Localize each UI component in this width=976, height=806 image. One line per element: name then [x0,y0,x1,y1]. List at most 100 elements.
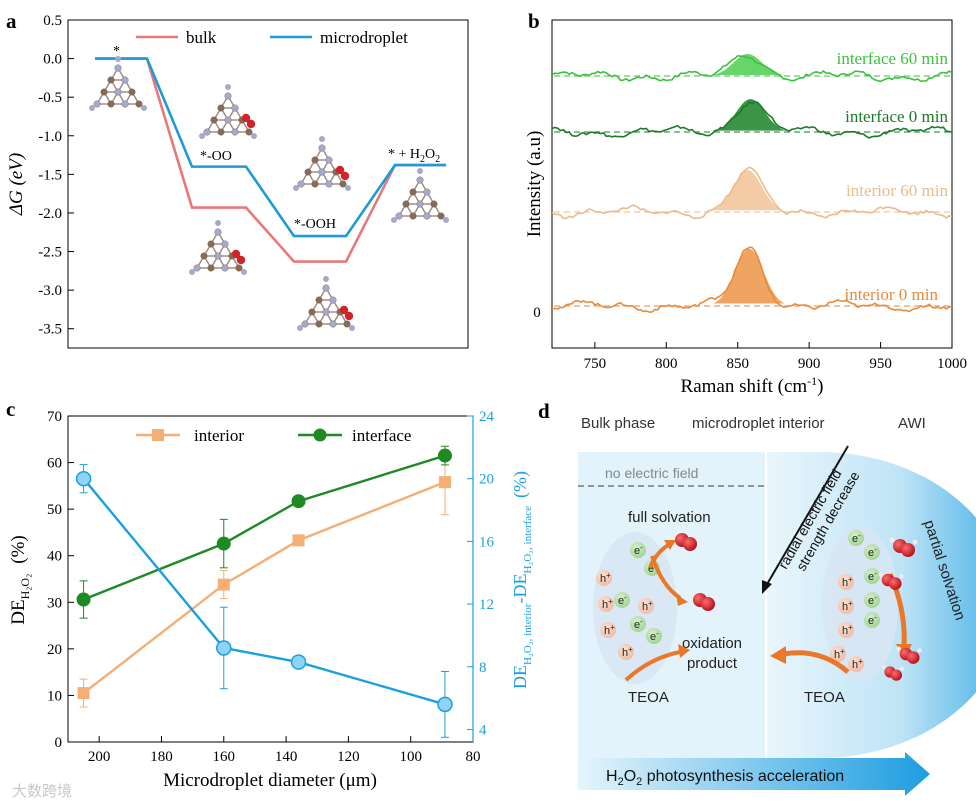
electron-icon: e- [864,544,880,560]
state-label-ooh: *-OOH [294,217,336,232]
y-tick-label: -2.0 [38,206,62,222]
molecule-structure [199,84,257,139]
water-molecule-icon [889,537,918,557]
x-tick-label: 100 [399,749,422,765]
acceleration-label: H2O2 photosynthesis acceleration [606,768,844,788]
raman-peak-fill [712,54,784,75]
data-point [76,592,91,607]
svg-text:e-: e- [868,545,877,559]
svg-text:h+: h+ [622,645,633,659]
arrow-head-icon [770,646,786,664]
water-molecule-icon [881,665,904,681]
raman-peak-fill [714,99,787,131]
arrow-head-icon [678,644,690,658]
legend-interior: interior [194,426,244,445]
x-tick-label: 800 [655,356,678,372]
data-point [437,696,453,713]
x-tick-label: 180 [150,749,173,765]
y-tick-label: 20 [47,642,62,658]
x-tick-label: 1000 [937,356,967,372]
y-tick-label: -0.5 [38,90,62,106]
x-tick-label: 80 [466,749,481,765]
svg-text:e-: e- [868,569,877,583]
y-tick-label: -1.5 [38,167,62,183]
svg-text:e-: e- [852,531,861,545]
arrow-head-icon [664,540,676,550]
electron-icon: e- [864,568,880,584]
arrow-head-icon [676,594,688,606]
watermark-text: 大数跨境 [12,782,72,800]
y-tick-label: -3.5 [38,322,62,338]
data-point [290,654,307,670]
electron-icon: e- [630,542,646,558]
y2-tick-label: 20 [479,472,494,488]
data-point [438,476,451,489]
svg-text:e-: e- [634,543,643,557]
x-axis-label-c: Microdroplet diameter (μm) [163,770,377,791]
hole-icon: h+ [596,570,612,586]
electron-icon: e- [864,592,880,608]
svg-text:e-: e- [868,593,877,607]
molecule-structure [297,276,355,331]
y2-axis-label-c: DEH₂O₂, interior-DEH₂O₂, interface(%) [510,471,534,689]
data-point [216,536,231,551]
raman-spectra: interface 60 min interface 0 min interior … [551,49,953,313]
no-electric-field-label: no electric field [605,465,698,481]
water-molecule-icon [689,591,718,611]
hole-icon: h+ [848,656,864,672]
raman-trace: interior 60 min [551,166,953,220]
raman-trace-label: interface 0 min [845,107,948,126]
svg-text:h+: h+ [642,599,653,613]
hole-icon: h+ [638,598,654,614]
y2-tick-label: 16 [479,534,495,550]
y-tick-label: 30 [47,595,62,611]
svg-text:h+: h+ [842,599,853,613]
legend-microdroplet: microdroplet [320,28,408,47]
x-axis-label-b: Raman shift (cm-1) [681,374,824,397]
water-molecule-icon [671,531,700,551]
x-tick-label: 160 [213,749,236,765]
raman-trace: interface 0 min [551,99,953,139]
series-line [83,454,446,601]
legend-bulk: bulk [186,28,217,47]
y-tick-label: 0.5 [43,13,62,29]
series-line [82,477,446,706]
electron-icon: e- [646,628,662,644]
x-tick-label: 900 [798,356,821,372]
svg-text:h+: h+ [834,647,845,661]
y2-tick-label: 24 [479,409,495,425]
hole-icon: h+ [618,644,634,660]
electron-icon: e- [614,592,630,608]
raman-spectrum-line [551,246,953,313]
series-difference [75,464,453,738]
svg-text:e-: e- [618,593,627,607]
energy-line-bulk [95,57,446,263]
raman-trace: interface 60 min [551,49,953,83]
state-label-oo: *-OO [200,149,232,164]
x-tick-label: 950 [869,356,892,372]
raman-trace-label: interface 60 min [837,49,949,68]
y-tick-label: 50 [47,502,62,518]
legend-marker-interface [313,428,327,442]
y-axis-label-a: ΔG (eV) [6,153,27,216]
data-point [437,448,452,463]
full-solvation-label: full solvation [628,509,711,526]
axis-ticks-c: 200 180 160 140 120 100 80 0 10 20 30 40 50 60 70 4 8 12 1… [47,409,495,765]
hole-icon: h+ [838,574,854,590]
legend-marker-interior [152,429,164,441]
y-tick-label: -1.0 [38,129,62,145]
teoa-left-arrow [624,650,681,682]
y-tick-label: -2.5 [38,245,62,261]
hole-icon: h+ [598,596,614,612]
y2-tick-label: 8 [479,660,487,676]
oxidation-label-2: product [687,655,738,672]
panel-c: c 200 180 160 140 120 100 80 0 10 20 30 40 50 60 70 4 8 1… [6,397,534,791]
y-tick-label: 40 [47,549,62,565]
raman-trace-label: interior 60 min [846,181,948,200]
raman-spectrum-line [551,100,953,139]
plot-frame-b [551,19,953,349]
molecular-structures [89,56,449,331]
raman-spectrum-line [551,54,953,83]
awi-charge-cloud [822,526,898,682]
title-awi: AWI [898,415,926,432]
